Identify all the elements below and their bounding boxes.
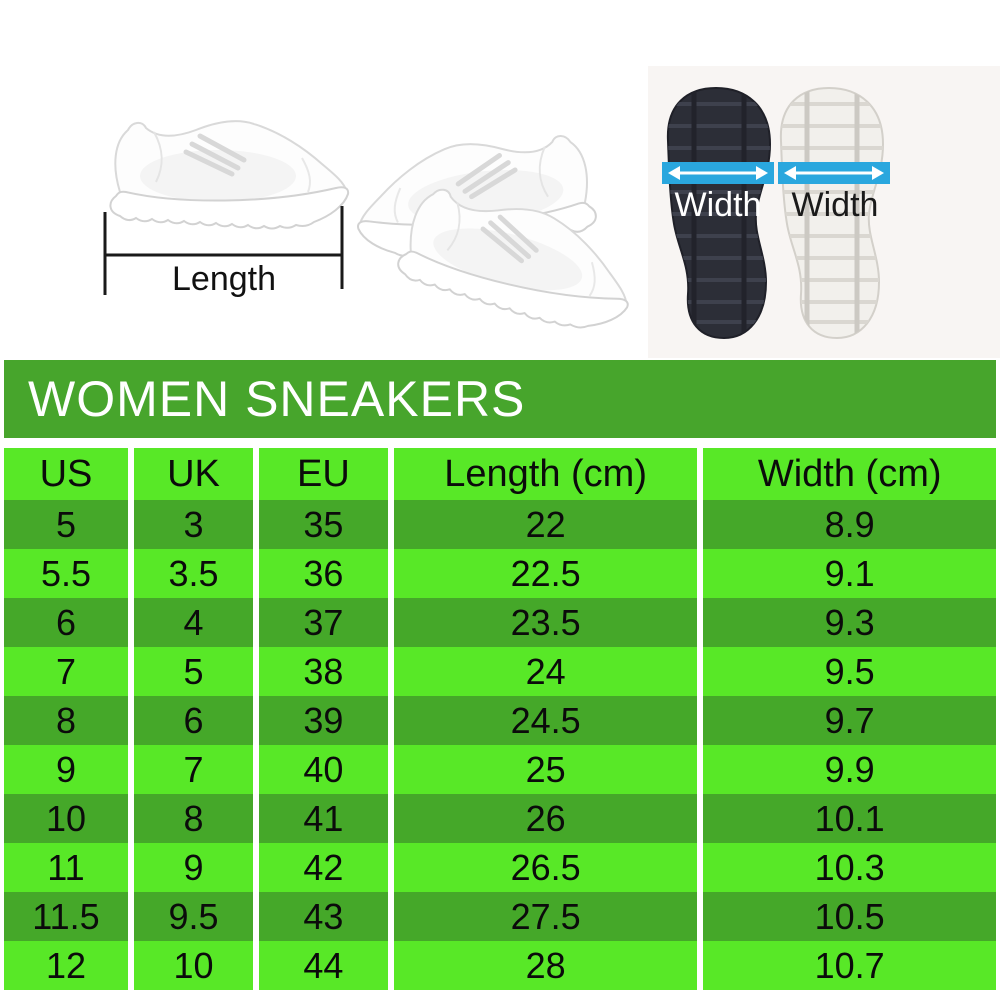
table-row: 6 4 37 23.5 9.3 [4,598,996,647]
cell-width: 9.1 [700,549,996,598]
cell-eu: 38 [255,647,394,696]
cell-length: 27.5 [390,892,704,941]
column-header-us: US [4,448,134,500]
cell-length: 24 [390,647,704,696]
table-row: 9 7 40 25 9.9 [4,745,996,794]
width-label-left: Width [675,186,762,224]
product-photo-strip: Length [0,0,1000,358]
cell-width: 10.5 [700,892,996,941]
cell-us: 5.5 [4,549,134,598]
cell-us: 12 [4,941,134,990]
cell-uk: 9.5 [130,892,259,941]
cell-eu: 35 [255,500,394,549]
cell-eu: 40 [255,745,394,794]
width-arrow-icon-left [662,162,774,184]
table-row: 5 3 35 22 8.9 [4,500,996,549]
soles-photo: Width Width [648,66,1000,358]
table-row: 12 10 44 28 10.7 [4,941,996,990]
cell-eu: 41 [255,794,394,843]
width-arrow-icon-right [778,162,890,184]
column-header-length: Length (cm) [390,448,704,500]
cell-length: 26 [390,794,704,843]
cell-length: 23.5 [390,598,704,647]
cell-us: 11 [4,843,134,892]
title-banner: WOMEN SNEAKERS [4,360,996,438]
table-row: 8 6 39 24.5 9.7 [4,696,996,745]
cell-uk: 3.5 [130,549,259,598]
cell-width: 10.1 [700,794,996,843]
cell-us: 7 [4,647,134,696]
cell-uk: 6 [130,696,259,745]
side-sneaker-photo: Length [103,80,358,298]
cell-width: 10.3 [700,843,996,892]
cell-uk: 10 [130,941,259,990]
table-row: 7 5 38 24 9.5 [4,647,996,696]
table-row: 5.5 3.5 36 22.5 9.1 [4,549,996,598]
chart-title: WOMEN SNEAKERS [28,371,526,427]
header-row: US UK EU Length (cm) Width (cm) [4,448,996,500]
cell-length: 25 [390,745,704,794]
cell-us: 9 [4,745,134,794]
table-row: 11 9 42 26.5 10.3 [4,843,996,892]
cell-uk: 7 [130,745,259,794]
cell-us: 8 [4,696,134,745]
cell-uk: 4 [130,598,259,647]
cell-eu: 43 [255,892,394,941]
column-header-eu: EU [255,448,394,500]
size-table: US UK EU Length (cm) Width (cm) 5 3 35 2… [4,448,996,990]
cell-us: 5 [4,500,134,549]
cell-width: 9.9 [700,745,996,794]
cell-length: 26.5 [390,843,704,892]
sneaker-pair-photo [346,80,666,335]
cell-width: 9.5 [700,647,996,696]
cell-eu: 42 [255,843,394,892]
cell-length: 22.5 [390,549,704,598]
column-header-width: Width (cm) [700,448,996,500]
table-row: 11.5 9.5 43 27.5 10.5 [4,892,996,941]
cell-width: 9.3 [700,598,996,647]
cell-us: 10 [4,794,134,843]
cell-eu: 36 [255,549,394,598]
cell-eu: 39 [255,696,394,745]
cell-uk: 3 [130,500,259,549]
cell-length: 24.5 [390,696,704,745]
length-measure-lines [103,206,344,295]
cell-width: 10.7 [700,941,996,990]
cell-length: 28 [390,941,704,990]
cell-uk: 5 [130,647,259,696]
cell-us: 11.5 [4,892,134,941]
column-header-uk: UK [130,448,259,500]
cell-us: 6 [4,598,134,647]
cell-length: 22 [390,500,704,549]
length-label: Length [172,260,276,298]
table-row: 10 8 41 26 10.1 [4,794,996,843]
width-label-right: Width [792,186,879,224]
cell-eu: 37 [255,598,394,647]
black-sole [666,87,771,339]
size-table-wrap: US UK EU Length (cm) Width (cm) 5 3 35 2… [4,448,996,990]
cell-uk: 8 [130,794,259,843]
white-sole [779,87,884,339]
cell-width: 8.9 [700,500,996,549]
cell-uk: 9 [130,843,259,892]
cell-eu: 44 [255,941,394,990]
cell-width: 9.7 [700,696,996,745]
